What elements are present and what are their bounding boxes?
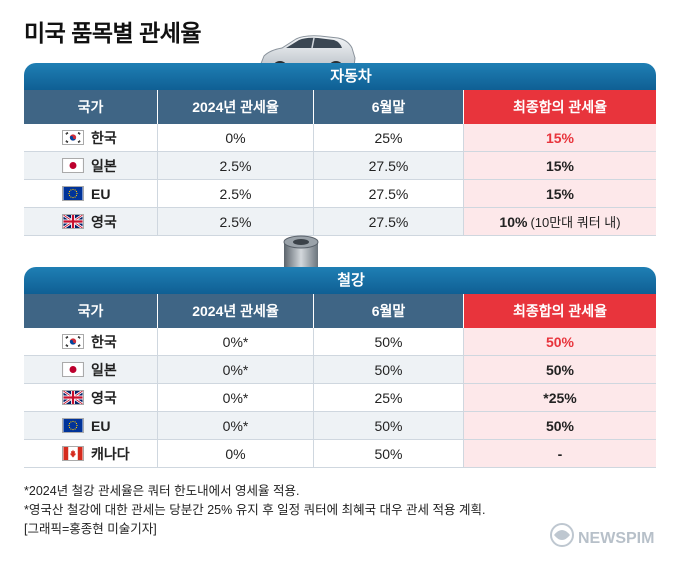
final-rate-value: *25% [543,389,577,406]
header-final: 최종합의 관세율 [464,294,656,328]
final-rate-value: 50% [545,361,575,378]
page-title: 미국 품목별 관세율 [24,20,202,46]
country-name: 일본 [91,361,117,378]
rate-2024-cell: 0%* [158,412,314,439]
steel-table-body: 한국 0%* 50% 50% 일본 0%* 50% 50% 영국 0%* 25% *25% EU 0%* 5… [24,328,656,468]
footnote-1: *2024년 철강 관세율은 쿼터 한도내에서 영세율 적용. [24,484,300,498]
table-row: EU 2.5% 27.5% 15% [24,180,656,208]
table-row: 캐나다 0% 50% - [24,440,656,468]
newspim-logo: NEWSPIM [550,523,654,547]
final-rate-value: 50% [545,333,575,350]
final-rate-value: 15% [545,157,575,174]
rate-june-cell: 27.5% [314,180,464,207]
rate-final-cell: 10% (10만대 쿼터 내) [464,208,656,235]
country-cell: EU [24,180,158,207]
table-row: 영국 0%* 25% *25% [24,384,656,412]
header-country: 국가 [24,90,158,124]
steel-banner: 철강 [24,267,656,294]
rate-june-cell: 50% [314,412,464,439]
rate-june-cell: 25% [314,124,464,151]
header-2024: 2024년 관세율 [158,294,314,328]
country-name: EU [91,417,111,434]
rate-june-cell: 50% [314,440,464,467]
rate-final-cell: 50% [464,356,656,383]
header-june: 6월말 [314,90,464,124]
country-name: 영국 [91,213,117,230]
country-cell: 영국 [24,384,158,411]
rate-final-cell: 15% [464,180,656,207]
svg-text:NEWSPIM: NEWSPIM [578,530,654,547]
korea-flag-icon [62,334,84,349]
eu-flag-icon [62,186,84,201]
country-cell: 캐나다 [24,440,158,467]
header-june: 6월말 [314,294,464,328]
rate-2024-cell: 0%* [158,328,314,355]
eu-flag-icon [62,418,84,433]
korea-flag-icon [62,130,84,145]
header-final: 최종합의 관세율 [464,90,656,124]
steel-header-row: 국가 2024년 관세율 6월말 최종합의 관세율 [24,294,656,328]
rate-final-cell: - [464,440,656,467]
country-name: 한국 [91,333,117,350]
rate-june-cell: 50% [314,328,464,355]
auto-table: 자동차 국가 2024년 관세율 6월말 최종합의 관세율 한국 0% 25% 15%… [24,63,656,236]
final-rate-value: - [557,445,563,462]
table-row: 한국 0% 25% 15% [24,124,656,152]
final-rate-note: (10만대 쿼터 내) [530,215,621,230]
country-cell: 한국 [24,124,158,151]
country-cell: 일본 [24,152,158,179]
rate-final-cell: 15% [464,152,656,179]
japan-flag-icon [62,362,84,377]
rate-final-cell: 50% [464,328,656,355]
table-row: 일본 2.5% 27.5% 15% [24,152,656,180]
footer-notes: *2024년 철강 관세율은 쿼터 한도내에서 영세율 적용. *영국산 철강에… [24,482,485,539]
rate-2024-cell: 2.5% [158,208,314,235]
steel-title: 철강 [337,272,365,289]
country-cell: 한국 [24,328,158,355]
footnote-2: *영국산 철강에 대한 관세는 당분간 25% 유지 후 일정 쿼터에 최혜국 … [24,503,486,517]
canada-flag-icon [62,446,84,461]
rate-2024-cell: 0% [158,440,314,467]
final-rate-value: 50% [545,417,575,434]
country-name: EU [91,185,111,202]
country-cell: 영국 [24,208,158,235]
table-row: EU 0%* 50% 50% [24,412,656,440]
rate-2024-cell: 0%* [158,356,314,383]
rate-june-cell: 27.5% [314,152,464,179]
rate-2024-cell: 2.5% [158,152,314,179]
rate-2024-cell: 0%* [158,384,314,411]
country-name: 캐나다 [91,445,130,462]
rate-june-cell: 25% [314,384,464,411]
japan-flag-icon [62,158,84,173]
rate-final-cell: 50% [464,412,656,439]
uk-flag-icon [62,214,84,229]
final-rate-value: 10% [499,213,528,230]
uk-flag-icon [62,390,84,405]
auto-title: 자동차 [330,68,372,85]
country-cell: EU [24,412,158,439]
rate-2024-cell: 0% [158,124,314,151]
country-name: 일본 [91,157,117,174]
country-name: 한국 [91,129,117,146]
header-country: 국가 [24,294,158,328]
rate-june-cell: 50% [314,356,464,383]
rate-final-cell: *25% [464,384,656,411]
rate-final-cell: 15% [464,124,656,151]
table-row: 일본 0%* 50% 50% [24,356,656,384]
table-row: 영국 2.5% 27.5% 10% (10만대 쿼터 내) [24,208,656,236]
header-2024: 2024년 관세율 [158,90,314,124]
country-name: 영국 [91,389,117,406]
auto-table-body: 한국 0% 25% 15% 일본 2.5% 27.5% 15% EU 2.5% 27.5% 15% 영국… [24,124,656,236]
rate-2024-cell: 2.5% [158,180,314,207]
final-rate-value: 15% [545,185,575,202]
auto-banner: 자동차 [24,63,656,90]
final-rate-value: 15% [545,129,575,146]
credit: [그래픽=홍종현 미술기자] [24,522,157,536]
rate-june-cell: 27.5% [314,208,464,235]
country-cell: 일본 [24,356,158,383]
steel-table: 철강 국가 2024년 관세율 6월말 최종합의 관세율 한국 0%* 50% 50%… [24,267,656,468]
auto-header-row: 국가 2024년 관세율 6월말 최종합의 관세율 [24,90,656,124]
table-row: 한국 0%* 50% 50% [24,328,656,356]
